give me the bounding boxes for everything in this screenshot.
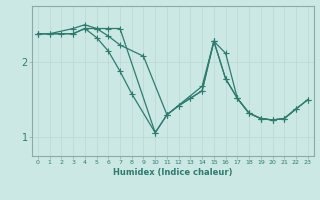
X-axis label: Humidex (Indice chaleur): Humidex (Indice chaleur): [113, 168, 233, 177]
